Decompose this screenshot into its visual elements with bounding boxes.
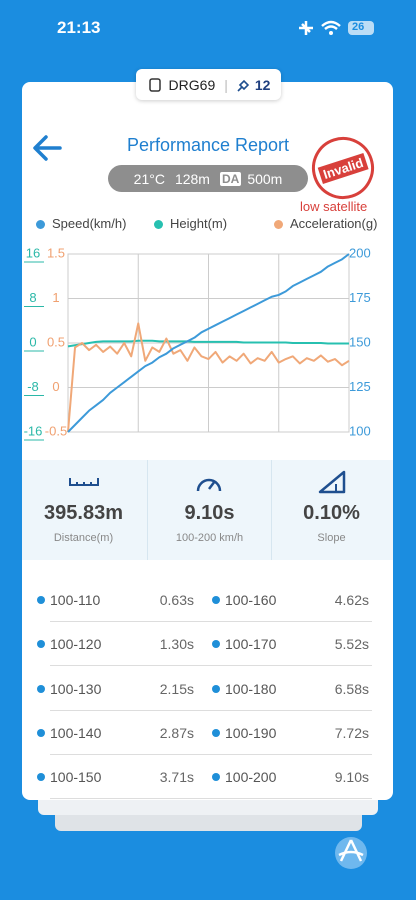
y-tick-label: 0 (52, 379, 59, 394)
split-time: 7.72s (334, 725, 369, 741)
split-time: 9.10s (334, 769, 369, 785)
satellite-count: 12 (254, 76, 271, 93)
page-title: Performance Report (126, 135, 290, 155)
split-dot (212, 640, 220, 648)
slope-icon (318, 470, 346, 494)
back-button[interactable] (32, 134, 64, 162)
stat-card: 9.10s 100-200 km/h (147, 460, 272, 560)
chart: 16 8 0 -8 -16 1.5 1 0.5 0 -0.5 200 175 150 125 100 (24, 245, 371, 441)
stat-card: 395.83m Distance(m) (22, 460, 145, 560)
stat-label: Distance(m) (53, 532, 114, 544)
stat-card: 0.10% Slope (270, 460, 393, 560)
row-divider (50, 665, 372, 666)
split-dot (37, 640, 45, 648)
status-icons (299, 20, 374, 35)
split-dot (37, 685, 45, 693)
row-divider (50, 754, 372, 755)
satellite-icon (237, 79, 250, 92)
split-dot (212, 685, 220, 693)
y-tick-label: 8 (29, 290, 36, 305)
split-time: 6.58s (334, 681, 369, 697)
y-tick-label: 150 (349, 334, 371, 349)
y-tick-label: 1.5 (47, 245, 65, 260)
density-altitude: 500m (247, 170, 283, 187)
y-tick-label: 16 (26, 245, 40, 260)
split-dot (37, 729, 45, 737)
y-tick-label: 175 (349, 290, 371, 305)
warning: low satellite (300, 199, 368, 214)
legend-dot (154, 220, 163, 229)
row-divider (50, 798, 372, 799)
y-tick-label: -16 (24, 423, 43, 438)
split-time: 3.71s (159, 769, 194, 785)
legend-dot (274, 220, 283, 229)
row-divider (50, 710, 372, 711)
split-range: 100-110 (50, 592, 101, 608)
split-dot (212, 773, 220, 781)
stamp-text: Invalid (317, 152, 369, 184)
device-tag: DRG69 | 12 (136, 69, 281, 100)
speed-icon (196, 478, 222, 492)
split-time: 5.52s (334, 636, 369, 652)
split-range: 100-120 (50, 636, 102, 652)
stats-panel: 395.83m Distance(m) 9.10s 100-200 km/h 0… (22, 460, 393, 560)
y-tick-label: 1 (52, 290, 59, 305)
split-time: 0.63s (159, 592, 194, 608)
split-time: 1.30s (159, 636, 194, 652)
split-time: 4.62s (334, 592, 369, 608)
y-tick-label: -0.5 (45, 423, 67, 438)
split-dot (37, 773, 45, 781)
row-divider (50, 621, 372, 622)
series-line (67, 253, 350, 433)
y-tick-label: 200 (349, 245, 371, 260)
conditions-pill: 21°C 128m DA 500m (108, 165, 308, 192)
distance-icon (69, 478, 99, 486)
battery-level: 26 (352, 21, 365, 33)
stat-value: 9.10s (184, 502, 235, 524)
split-range: 100-170 (225, 636, 277, 652)
split-dot (37, 596, 45, 604)
stat-label: 100-200 km/h (175, 532, 244, 544)
stat-value: 0.10% (303, 502, 360, 524)
da-label: DA (219, 171, 242, 186)
stat-value: 395.83m (44, 502, 123, 524)
split-range: 100-180 (225, 681, 277, 697)
y-tick-label: 125 (349, 379, 371, 394)
device-icon (148, 77, 161, 92)
legend-label: Acceleration(g) (290, 216, 378, 231)
device-name: DRG69 (168, 76, 216, 93)
split-range: 100-200 (225, 769, 277, 785)
temperature: 21°C (133, 170, 165, 187)
split-range: 100-150 (50, 769, 102, 785)
series-line (67, 339, 349, 348)
series-line (67, 322, 350, 433)
y-tick-label: -8 (27, 379, 39, 394)
app-logo (335, 837, 367, 869)
split-time: 2.15s (159, 681, 194, 697)
split-dot (212, 596, 220, 604)
status-time: 21:13 (57, 18, 101, 37)
split-range: 100-160 (225, 592, 277, 608)
separator: | (224, 76, 228, 93)
stat-label: Slope (317, 532, 346, 544)
split-dot (212, 729, 220, 737)
split-time: 2.87s (159, 725, 194, 741)
split-range: 100-130 (50, 681, 102, 697)
split-range: 100-190 (225, 725, 277, 741)
legend-label: Speed(km/h) (52, 216, 127, 231)
report-card (22, 82, 393, 800)
legend-label: Height(m) (170, 216, 228, 231)
y-tick-label: 100 (349, 423, 371, 438)
y-tick-label: 0 (29, 334, 36, 349)
altitude: 128m (174, 170, 210, 187)
legend-dot (36, 220, 45, 229)
y-tick-label: 0.5 (47, 334, 65, 349)
split-range: 100-140 (50, 725, 102, 741)
